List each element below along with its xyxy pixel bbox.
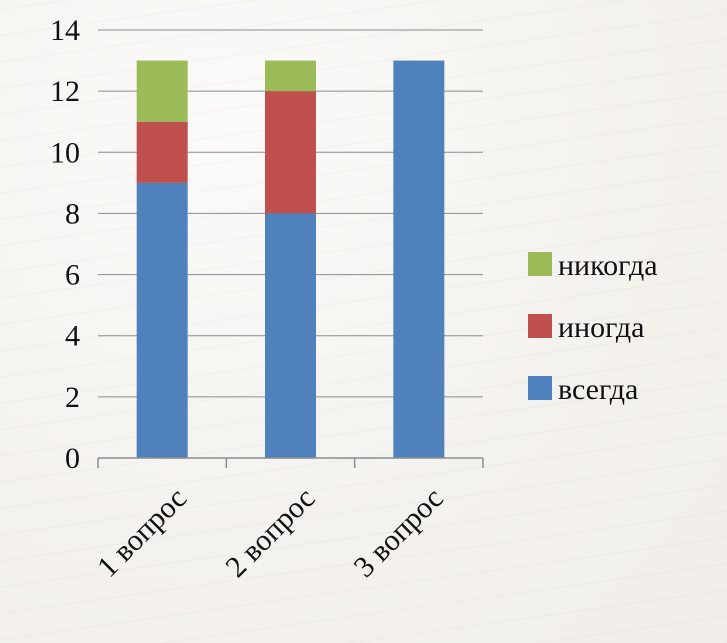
bar-segment (265, 60, 316, 92)
axes (97, 457, 484, 468)
y-tick-label: 14 (50, 14, 80, 47)
bars (136, 60, 445, 458)
legend-swatch (528, 376, 552, 400)
legend: никогда иногда всегда (528, 249, 658, 406)
bar-segment (265, 213, 316, 458)
bar-segment (136, 182, 188, 458)
y-tick-label: 12 (50, 75, 80, 108)
x-tick-label: 1 вопрос (91, 482, 193, 584)
x-tick-label: 3 вопрос (348, 482, 450, 584)
x-tick-label: 2 вопрос (219, 482, 321, 584)
y-tick-label: 2 (65, 381, 80, 414)
y-tick-label: 10 (50, 136, 80, 169)
bar-segment (265, 91, 316, 214)
legend-label: никогда (558, 249, 658, 282)
bar-segment (393, 60, 445, 458)
bar-segment (136, 60, 188, 122)
legend-label: всегда (558, 373, 638, 406)
y-tick-label: 0 (65, 442, 80, 475)
x-tick-labels: 1 вопрос 2 вопрос 3 вопрос (91, 482, 450, 584)
bar-segment (136, 121, 188, 183)
legend-swatch (528, 252, 552, 276)
y-tick-label: 8 (65, 197, 80, 230)
y-tick-label: 6 (65, 259, 80, 292)
y-tick-labels: 0 2 4 6 8 10 12 14 (50, 14, 80, 475)
legend-swatch (528, 314, 552, 338)
y-tick-label: 4 (65, 320, 80, 353)
legend-label: иногда (558, 311, 645, 344)
